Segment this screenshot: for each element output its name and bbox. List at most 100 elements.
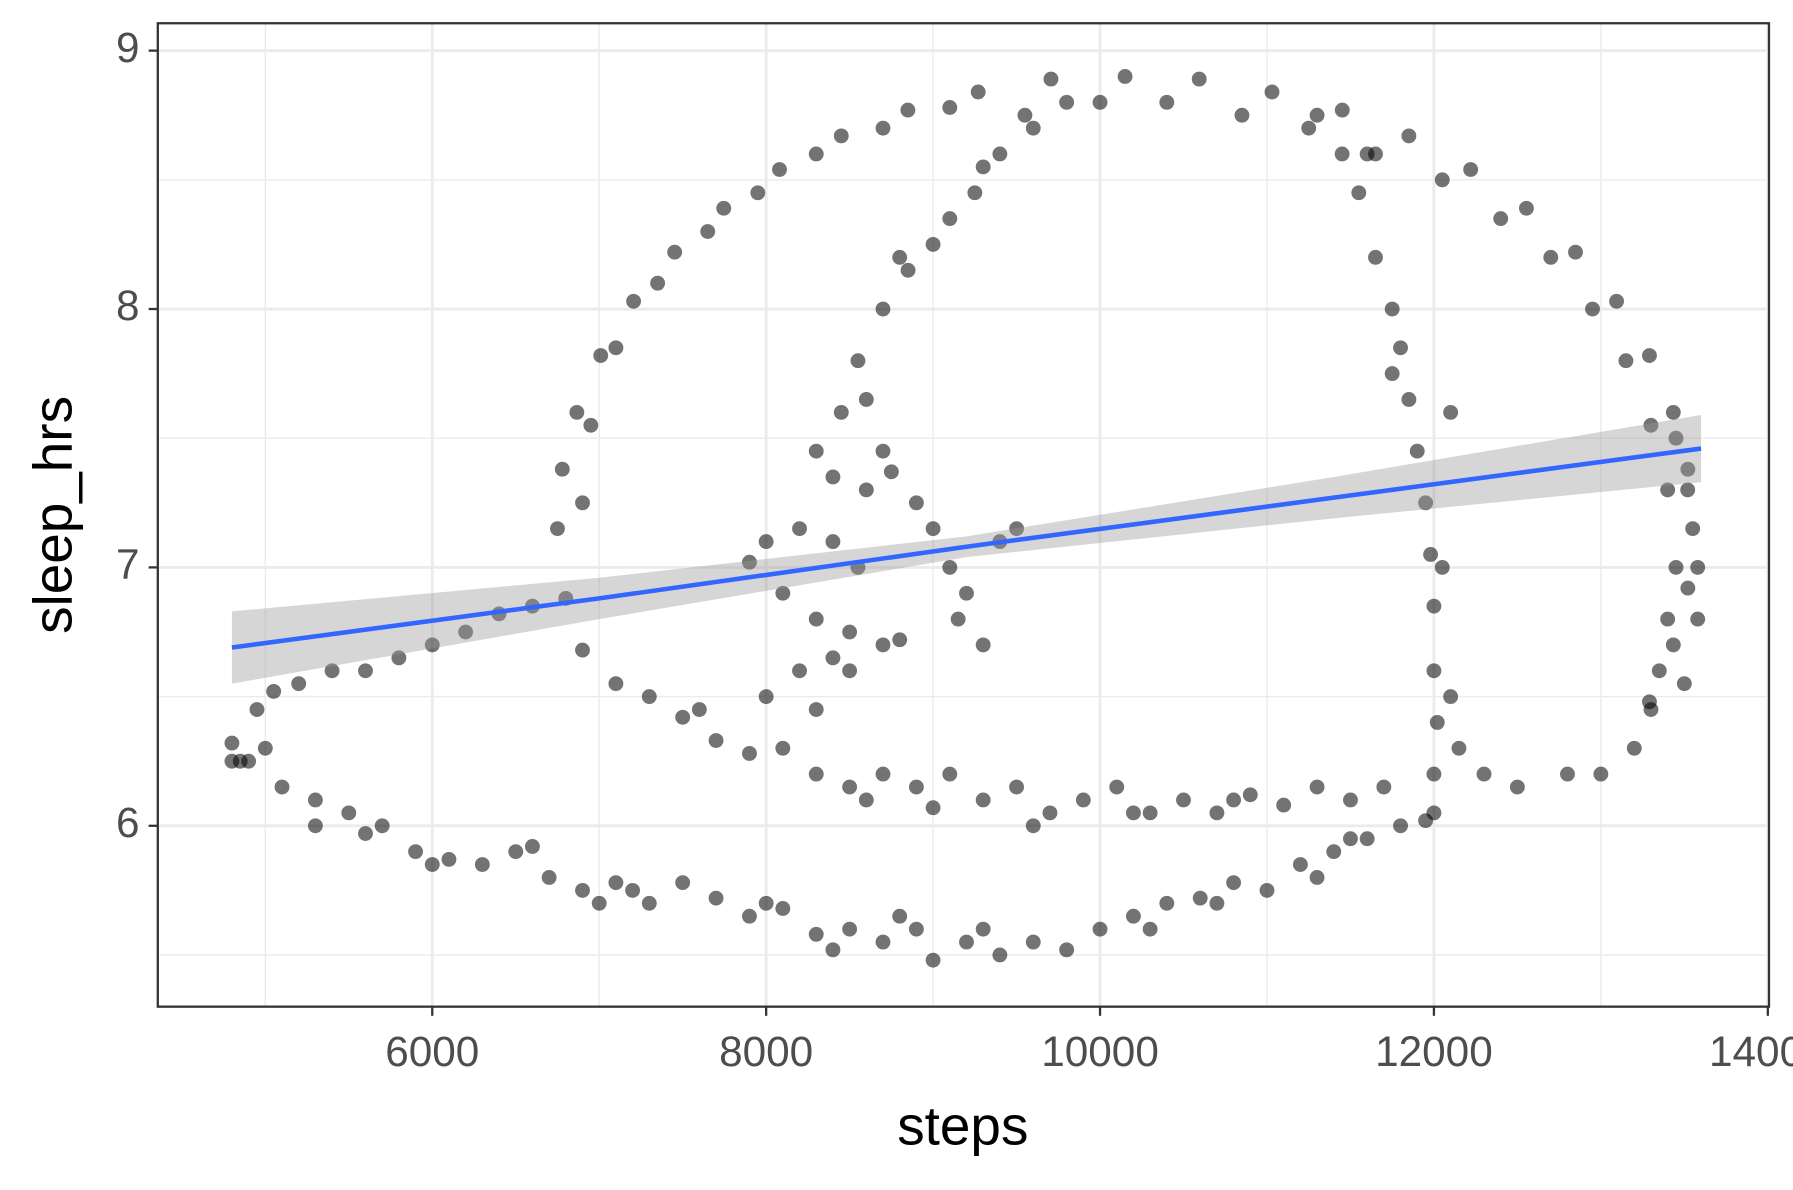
point [1192,890,1208,906]
point [1680,461,1696,477]
point [1234,107,1250,123]
point [808,766,824,782]
point [925,952,941,968]
point [1690,611,1706,627]
point [1117,69,1133,84]
point [1043,71,1059,87]
point [808,926,824,942]
point [1509,779,1525,795]
point [850,353,866,369]
point [908,495,924,511]
point [1665,404,1681,420]
point [1125,805,1141,821]
y-tick-label: 9 [116,24,140,71]
point [675,709,691,725]
point [608,676,624,692]
point [1680,482,1696,498]
point [591,895,607,911]
panel-border [156,22,1771,1008]
point [708,890,724,906]
x-tick-label: 12000 [1375,1028,1493,1075]
point [1343,792,1358,808]
point [875,301,891,317]
point [1626,740,1642,756]
point [1443,689,1459,705]
point [858,482,874,498]
point [1429,715,1445,730]
point [758,689,774,705]
point [908,921,924,937]
point [1359,146,1375,162]
point [341,805,357,821]
point [1092,94,1108,110]
point [1292,857,1308,872]
point [1690,559,1706,575]
point [1618,353,1634,369]
point [1059,94,1075,110]
point [1017,107,1033,123]
point [1301,120,1317,136]
point [925,236,941,252]
y-tick-label: 7 [116,541,140,588]
point [1418,495,1434,511]
point [1393,340,1408,356]
point [1343,831,1358,847]
point [1209,805,1225,821]
point [1009,779,1024,795]
point [708,733,724,748]
point [942,559,958,575]
point [716,200,732,216]
point [775,740,791,756]
point [1568,244,1583,260]
x-tick-label: 6000 [385,1028,479,1075]
point [883,464,899,480]
point [975,792,991,808]
point [1426,766,1442,782]
point [1476,766,1492,782]
point [524,839,540,854]
point [842,663,858,679]
point [408,844,423,860]
point [1359,831,1375,847]
point [575,882,590,898]
point [942,211,958,227]
point [825,942,841,958]
point [1309,870,1325,885]
point [772,162,787,177]
point [641,895,657,911]
point [1109,779,1125,795]
point [667,244,683,260]
point [700,224,716,239]
point [1226,792,1242,808]
point [975,921,991,937]
point [900,102,916,118]
point [550,521,565,537]
point [1326,844,1342,860]
point [1009,521,1024,537]
point [324,663,340,679]
point [959,934,974,950]
point [274,779,290,795]
point [424,857,440,872]
point [1443,404,1459,420]
point [593,348,609,363]
point [1042,805,1058,821]
point [1075,792,1091,808]
point [569,404,585,420]
point [1676,676,1692,692]
point [950,611,966,627]
point [1334,102,1350,118]
point [1191,71,1207,87]
point [1368,249,1383,265]
point [825,650,841,666]
point [575,495,590,511]
point [1384,366,1400,382]
x-axis-title: steps [897,1095,1028,1157]
x-tick-label: 14000 [1709,1028,1793,1075]
point [1665,637,1681,653]
point [224,753,240,769]
point [608,875,624,891]
point [808,702,824,717]
y-axis-title: sleep_hrs [22,396,84,634]
